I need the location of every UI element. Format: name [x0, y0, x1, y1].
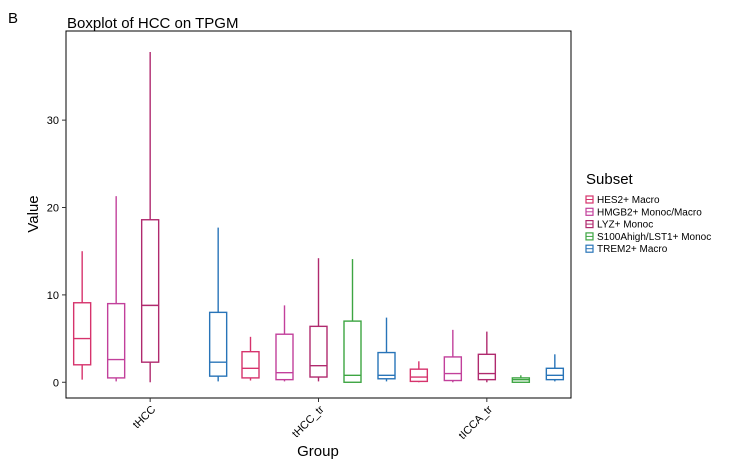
box-iqr — [477, 353, 497, 381]
box-1-0 — [241, 336, 260, 381]
x-tick-label: tHCC_tr — [290, 403, 327, 440]
legend-item: HES2+ Macro — [585, 195, 660, 206]
legend-item: TREM2+ Macro — [585, 244, 668, 255]
x-axis-label: Group — [297, 443, 339, 460]
y-axis: 0 10 20 30 — [47, 115, 66, 389]
box-iqr — [72, 302, 92, 366]
x-tick-label: tHCC — [131, 404, 159, 432]
box-iqr — [545, 367, 565, 381]
box-1-1 — [275, 305, 294, 382]
box-0-4 — [208, 227, 228, 382]
box-1-3 — [343, 259, 362, 383]
legend-label: HES2+ Macro — [597, 195, 660, 206]
box-1-2 — [309, 258, 328, 382]
box-iqr — [377, 351, 396, 380]
box-iqr — [309, 325, 328, 378]
box-iqr — [275, 333, 294, 381]
chart-title: Boxplot of HCC on TPGM — [67, 15, 238, 32]
legend-title: Subset — [586, 171, 634, 188]
boxes-layer — [72, 51, 565, 383]
legend-item: LYZ+ Monoc — [585, 220, 653, 231]
legend-label: TREM2+ Macro — [597, 244, 668, 255]
box-2-2 — [477, 331, 497, 383]
box-2-1 — [443, 329, 463, 383]
legend-item: S100Ahigh/LST1+ Monoc — [585, 232, 711, 243]
box-1-4 — [377, 317, 396, 382]
legend-label: S100Ahigh/LST1+ Monoc — [597, 232, 711, 243]
box-2-3 — [511, 375, 531, 383]
y-tick-label: 30 — [47, 115, 59, 127]
box-0-2 — [140, 51, 160, 383]
x-tick-label: tICCA_tr — [457, 403, 496, 442]
box-iqr — [208, 311, 228, 377]
box-2-0 — [409, 361, 429, 383]
legend-item: HMGB2+ Monoc/Macro — [585, 207, 702, 218]
y-tick-label: 10 — [47, 290, 59, 302]
legend-label: LYZ+ Monoc — [597, 220, 653, 231]
box-0-0 — [72, 251, 92, 380]
box-iqr — [140, 219, 160, 363]
y-tick-label: 0 — [53, 377, 59, 389]
legend-label: HMGB2+ Monoc/Macro — [597, 207, 702, 218]
box-iqr — [443, 356, 463, 382]
y-axis-label: Value — [25, 195, 42, 232]
x-axis: tHCC tHCC_tr tICCA_tr — [131, 398, 495, 442]
box-iqr — [106, 302, 126, 379]
box-iqr — [241, 350, 260, 379]
box-iqr — [409, 368, 429, 383]
y-tick-label: 20 — [47, 203, 59, 215]
box-iqr — [343, 320, 362, 383]
box-2-4 — [545, 354, 565, 382]
panel-label: B — [8, 10, 18, 27]
box-0-1 — [106, 196, 126, 382]
